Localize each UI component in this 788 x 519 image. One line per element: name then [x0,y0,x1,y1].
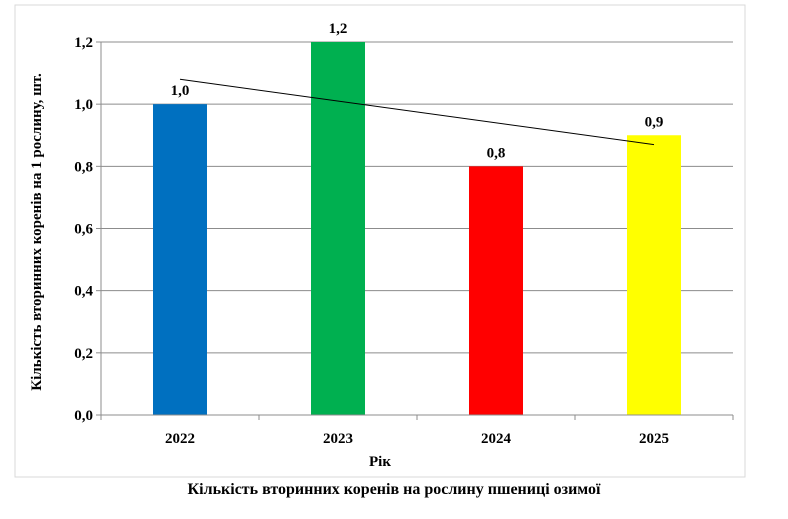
bar-2024 [469,166,523,415]
x-category-label: 2025 [639,431,669,447]
y-tick-label: 0,2 [74,346,93,362]
y-tick-labels: 0,0 0,2 0,4 0,6 0,8 1,0 1,2 [74,35,93,424]
y-tick-label: 0,0 [74,408,93,424]
y-tick-label: 0,4 [74,284,93,300]
y-tick-label: 0,8 [74,159,93,175]
data-label: 0,8 [487,145,506,161]
data-label: 1,2 [329,21,348,37]
chart-frame [14,4,746,478]
x-category-label: 2023 [323,431,353,447]
bars [153,42,681,416]
bar-2025 [627,135,681,415]
x-category-label: 2022 [165,431,195,447]
y-tick-label: 1,0 [74,97,93,113]
data-label: 1,0 [171,83,190,99]
y-tick-label: 1,2 [74,35,93,51]
y-axis-title: Кількість вторинних коренів на 1 рослину… [29,73,45,391]
y-tick-label: 0,6 [74,222,93,238]
axes [96,41,734,420]
x-category-labels: 2022 2023 2024 2025 [165,431,669,447]
x-axis-title: Рік [369,454,391,470]
figure-caption: Кількість вторинних коренів на рослину п… [187,481,601,498]
data-labels: 1,0 1,2 0,8 0,9 [171,21,664,161]
trendline [179,78,655,146]
trendline-line [179,78,655,146]
x-category-label: 2024 [481,431,512,447]
bar-2022 [153,104,207,416]
data-label: 0,9 [645,114,664,130]
bar-2023 [311,42,365,415]
